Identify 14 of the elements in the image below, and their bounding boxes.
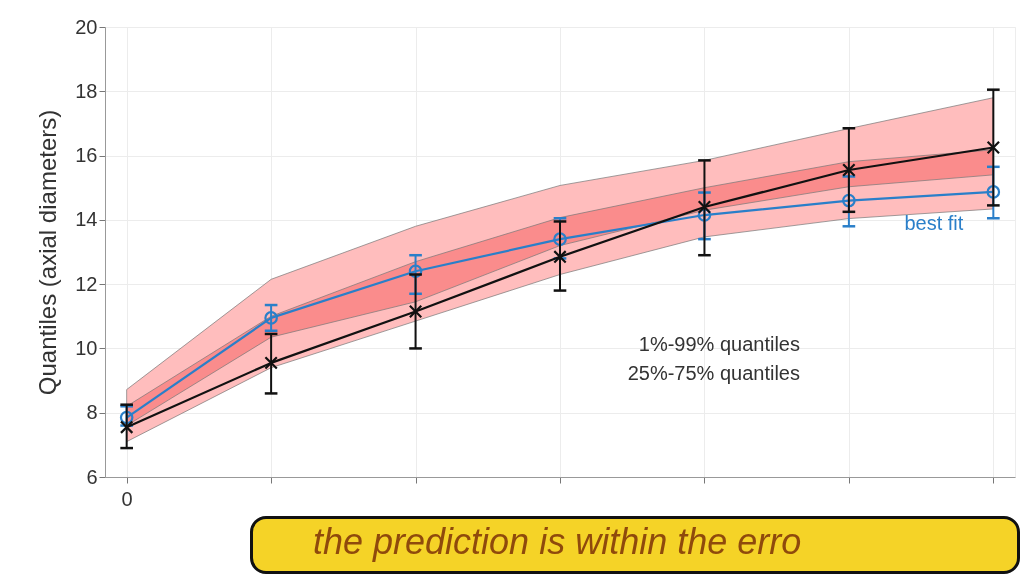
annotation: 25%-75% quantiles <box>627 362 800 384</box>
y-tick-label: 18 <box>75 79 98 102</box>
y-tick-label: 20 <box>75 15 98 38</box>
y-tick-label: 6 <box>86 465 98 488</box>
text: the prediction is within the erro <box>313 521 802 562</box>
y-tick-label: 14 <box>75 208 98 231</box>
y-tick-label: 12 <box>75 272 98 295</box>
y-tick-label: 8 <box>86 401 98 424</box>
y-tick-label: 16 <box>75 144 98 167</box>
series-label: best fit <box>904 211 964 234</box>
x-tick-label: 0 <box>121 487 133 510</box>
annotation: 1%-99% quantiles <box>638 333 800 355</box>
y-tick-label: 10 <box>75 336 98 359</box>
y-axis-title: Quantiles (axial diameters) <box>34 109 62 396</box>
